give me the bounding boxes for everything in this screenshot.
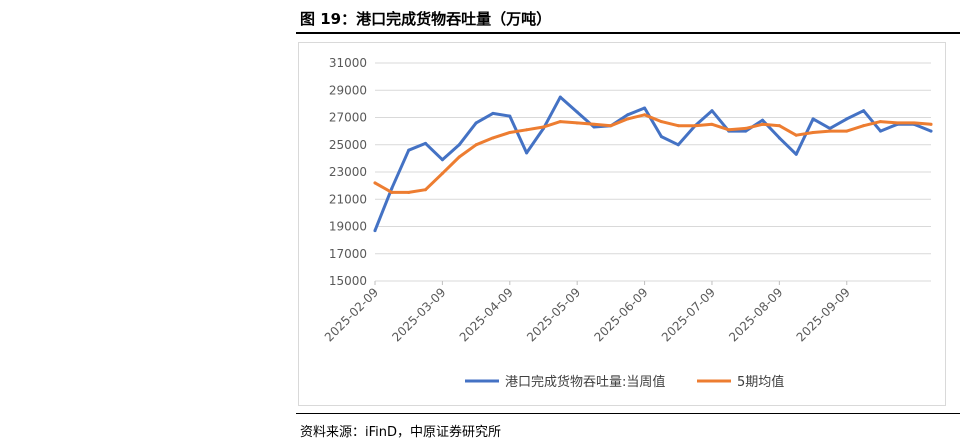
data-point xyxy=(457,143,461,147)
data-point xyxy=(744,126,748,130)
data-point xyxy=(575,121,579,125)
y-tick-label: 31000 xyxy=(329,56,367,70)
data-point xyxy=(912,121,916,125)
data-point xyxy=(828,126,832,130)
chart-frame: 15000 17000 19000 21000 23000 25000 27000 29000… xyxy=(298,42,946,406)
data-point xyxy=(626,113,630,117)
data-point xyxy=(491,111,495,115)
data-point xyxy=(474,121,478,125)
data-point xyxy=(474,143,478,147)
y-tick-label: 25000 xyxy=(329,138,367,152)
source-note: 资料来源：iFinD，中原证券研究所 xyxy=(300,425,502,440)
x-tick-label: 2025-03-09 xyxy=(389,285,448,344)
data-point xyxy=(373,229,377,233)
data-point xyxy=(761,122,765,126)
data-point xyxy=(541,125,545,129)
data-point xyxy=(676,143,680,147)
y-tick-label: 15000 xyxy=(329,274,367,288)
data-point xyxy=(575,110,579,114)
data-point xyxy=(929,129,933,133)
legend-label: 5期均值 xyxy=(737,374,784,390)
x-tick-label: 2025-09-09 xyxy=(794,285,853,344)
data-point xyxy=(794,152,798,156)
data-point xyxy=(626,117,630,121)
series-line-1 xyxy=(373,95,933,233)
data-point xyxy=(390,186,394,190)
data-point xyxy=(693,124,697,128)
data-point xyxy=(407,190,411,194)
data-point xyxy=(811,130,815,134)
data-point xyxy=(558,120,562,124)
data-point xyxy=(457,155,461,159)
data-point xyxy=(862,124,866,128)
data-point xyxy=(592,122,596,126)
data-point xyxy=(744,129,748,133)
x-tick-label: 2025-02-09 xyxy=(322,285,381,344)
data-point xyxy=(440,171,444,175)
x-tick-label: 2025-04-09 xyxy=(457,285,516,344)
data-point xyxy=(878,120,882,124)
data-point xyxy=(710,122,714,126)
data-point xyxy=(727,128,731,132)
y-tick-label: 17000 xyxy=(329,247,367,261)
data-point xyxy=(929,122,933,126)
data-point xyxy=(794,133,798,137)
data-point xyxy=(845,117,849,121)
data-point xyxy=(558,95,562,99)
data-point xyxy=(811,117,815,121)
data-point xyxy=(643,113,647,117)
data-point xyxy=(424,141,428,145)
data-point xyxy=(710,109,714,113)
x-tick-label: 2025-05-09 xyxy=(524,285,583,344)
series-line-2 xyxy=(373,113,933,194)
data-point xyxy=(828,129,832,133)
source-rule xyxy=(296,413,960,414)
data-point xyxy=(390,190,394,194)
data-point xyxy=(878,129,882,133)
y-tick-label: 29000 xyxy=(329,83,367,97)
data-point xyxy=(424,188,428,192)
title-rule xyxy=(296,32,960,34)
line-chart: 15000 17000 19000 21000 23000 25000 27000 29000… xyxy=(322,56,933,390)
data-point xyxy=(845,129,849,133)
data-point xyxy=(676,124,680,128)
data-point xyxy=(777,124,781,128)
x-tick-label: 2025-08-09 xyxy=(726,285,785,344)
data-point xyxy=(592,125,596,129)
y-tick-label: 27000 xyxy=(329,111,367,125)
y-tick-label: 23000 xyxy=(329,165,367,179)
data-point xyxy=(643,106,647,110)
y-tick-label: 21000 xyxy=(329,192,367,206)
data-point xyxy=(895,121,899,125)
data-point xyxy=(777,136,781,140)
figure-title: 图 19：港口完成货物吞吐量（万吨） xyxy=(300,10,552,28)
legend-label: 港口完成货物吞吐量:当周值 xyxy=(505,374,665,390)
data-point xyxy=(609,124,613,128)
data-point xyxy=(525,128,529,132)
data-point xyxy=(525,151,529,155)
y-tick-label: 19000 xyxy=(329,220,367,234)
data-point xyxy=(491,136,495,140)
data-point xyxy=(440,158,444,162)
x-tick-label: 2025-07-09 xyxy=(659,285,718,344)
data-point xyxy=(373,181,377,185)
data-point xyxy=(407,148,411,152)
data-point xyxy=(862,109,866,113)
data-point xyxy=(761,118,765,122)
x-tick-label: 2025-06-09 xyxy=(591,285,650,344)
data-point xyxy=(659,120,663,124)
data-point xyxy=(659,135,663,139)
data-point xyxy=(508,114,512,118)
data-point xyxy=(508,130,512,134)
